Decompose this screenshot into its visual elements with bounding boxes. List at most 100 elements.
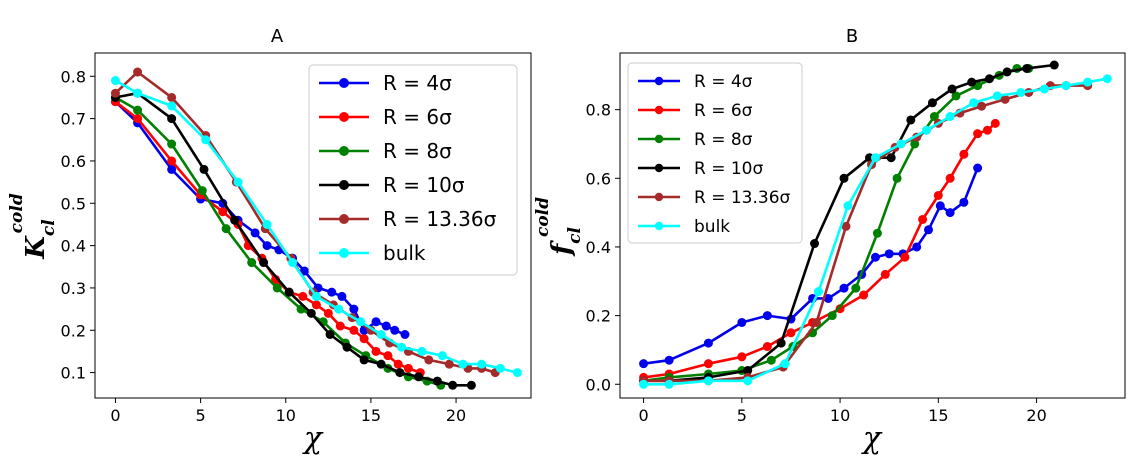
panel-a-data-point (233, 177, 243, 187)
panel-a-legend-item: R = 13.36σ (319, 207, 497, 231)
panel-a-series-5 (110, 76, 522, 378)
panel-b-x-tick-label: 10 (830, 406, 850, 425)
panel-a-legend-item: R = 10σ (319, 173, 465, 197)
panel-b-data-point (886, 153, 896, 163)
panel-a-x-axis-label: χ (302, 421, 324, 456)
panel-a-y-tick-label: 0.1 (61, 364, 86, 383)
panel-a-legend-label: R = 8σ (383, 139, 452, 163)
panel-a: A 0 5 10 15 20 0.1 0.2 0.3 0.4 0.5 0.6 0.7 0.8 χ Kcl… (7, 26, 532, 456)
panel-a-data-point (349, 304, 359, 314)
panel-a-data-point (512, 368, 522, 378)
panel-b-data-point (839, 173, 849, 183)
panel-b-legend-label: R = 13.36σ (694, 188, 791, 208)
panel-b-legend-item: R = 8σ (638, 130, 753, 150)
panel-a-data-point (414, 372, 424, 382)
panel-b-data-point (872, 228, 882, 238)
panel-a-y-tick-label: 0.4 (61, 237, 86, 256)
panel-a-data-point (393, 359, 403, 369)
panel-a-data-point (371, 317, 381, 327)
panel-b-y-tick-label: 0.0 (586, 375, 611, 394)
panel-b-data-point (984, 74, 994, 84)
panel-b-data-point (811, 317, 821, 327)
panel-b-data-point (910, 139, 920, 149)
panel-a-x-tick-label: 15 (361, 406, 381, 425)
panel-a-x-tick-label: 5 (196, 406, 206, 425)
panel-a-legend-label: R = 10σ (383, 173, 465, 197)
panel-a-data-point (262, 241, 272, 251)
panel-b-legend-swatch-marker (654, 134, 664, 144)
panel-b-data-point (892, 173, 902, 183)
panel-a-data-point (444, 359, 454, 369)
panel-b-data-point (737, 317, 747, 327)
panel-a-data-point (432, 376, 442, 386)
panel-b-x-tick-label: 15 (928, 406, 948, 425)
panel-b-data-point (924, 225, 934, 235)
panel-a-data-point (424, 355, 434, 365)
panel-a-legend-swatch-marker (339, 214, 349, 224)
panel-b-data-point (841, 221, 851, 231)
panel-b-data-point (933, 190, 943, 200)
panel-a-data-point (376, 330, 386, 340)
panel-a-data-point (306, 308, 316, 318)
panel-b-data-point (762, 342, 772, 352)
panel-a-data-point (133, 88, 143, 98)
panel-b-legend-item: R = 10σ (638, 159, 763, 179)
panel-a-axes: 0 5 10 15 20 0.1 0.2 0.3 0.4 0.5 0.6 0.7 0.8 (61, 67, 467, 425)
panel-a-data-point (250, 228, 260, 238)
panel-b-legend-label: R = 8σ (694, 130, 753, 150)
panel-b-data-point (927, 98, 937, 108)
panel-a-data-point (272, 283, 282, 293)
panel-b-series-1 (639, 118, 1000, 382)
panel-b-data-point (766, 355, 776, 365)
panel-a-data-point (437, 351, 447, 361)
panel-a-data-point (376, 359, 386, 369)
panel-b-series (639, 60, 1112, 389)
panel-b-data-point (851, 283, 861, 293)
panel-b-legend-item: R = 4σ (638, 72, 753, 92)
panel-a-legend-swatch-marker (339, 112, 349, 122)
panel-a-series-3 (110, 88, 476, 390)
panel-b-x-tick-label: 0 (638, 406, 648, 425)
panel-a-y-axis-label-sup: cold (7, 193, 27, 233)
panel-b-data-point (969, 98, 979, 108)
panel-b-data-point (780, 359, 790, 369)
panel-b-data-point (880, 269, 890, 279)
panel-b-data-point (664, 379, 674, 389)
panel-b-title: B (846, 26, 858, 47)
panel-b-legend-item: bulk (638, 217, 730, 237)
panel-b-y-axis-label-sup: cold (533, 197, 553, 237)
panel-b-data-point (737, 352, 747, 362)
panel-a-data-point (477, 359, 487, 369)
panel-a-data-point (311, 291, 321, 301)
panel-a-legend-label: bulk (383, 241, 426, 265)
panel-a-legend-item: R = 4σ (319, 71, 452, 95)
panel-b-x-tick-label: 20 (1026, 406, 1046, 425)
panel-a-legend-item: bulk (319, 241, 426, 265)
panel-b-data-point (1022, 63, 1032, 73)
panel-a-data-point (371, 346, 381, 356)
panel-b-data-point (922, 125, 932, 135)
panel-b-data-point (703, 338, 713, 348)
panel-b-data-point (639, 379, 649, 389)
panel-b-data-point (1061, 81, 1071, 91)
panel-a-legend: R = 4σ R = 6σ R = 8σ R = 10σ R = 13.36σ bulk (308, 64, 518, 276)
panel-b-data-point (786, 328, 796, 338)
panel-a-data-point (359, 355, 369, 365)
panel-b-data-point (945, 208, 955, 218)
panel-b-legend-swatch-marker (654, 221, 664, 231)
panel-a-y-tick-label: 0.5 (61, 194, 86, 213)
panel-b-data-point (1000, 94, 1010, 104)
panel-a-data-point (133, 67, 143, 77)
panel-b-y-axis-label-main: f (547, 240, 577, 257)
panel-b-data-point (990, 118, 1000, 128)
panel-a-y-tick-label: 0.6 (61, 152, 86, 171)
panel-a-data-point (167, 101, 177, 111)
panel-b-legend-swatch-marker (654, 192, 664, 202)
panel-a-data-point (199, 164, 209, 174)
panel-a-x-tick-label: 20 (446, 406, 466, 425)
panel-a-data-point (448, 380, 458, 390)
panel-a-data-point (458, 359, 468, 369)
panel-a-legend-item: R = 8σ (319, 139, 452, 163)
panel-b-data-point (1002, 67, 1012, 77)
panel-b-data-point (935, 201, 945, 211)
